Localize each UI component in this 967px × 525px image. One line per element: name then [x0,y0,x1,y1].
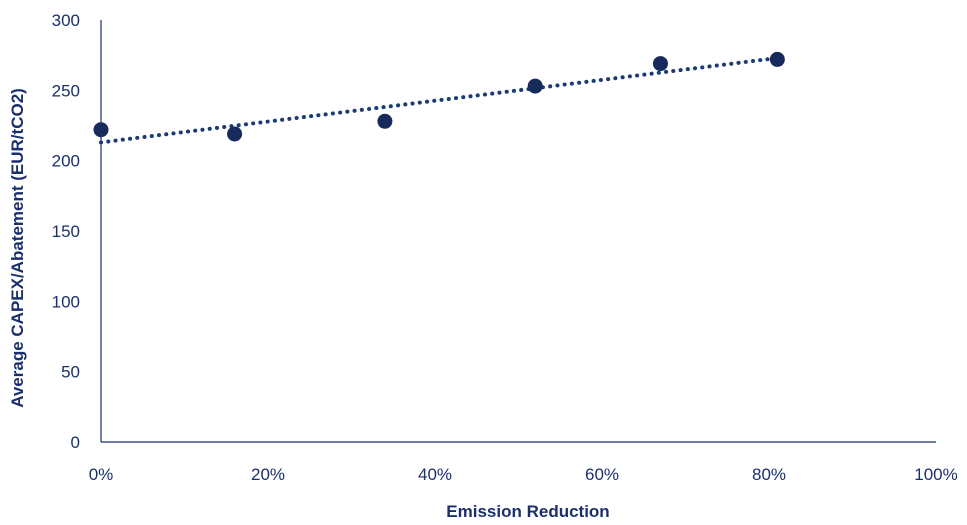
y-tick-label: 250 [52,81,80,100]
y-tick-label: 200 [52,152,80,171]
x-tick-labels: 0% 20% 40% 60% 80% 100% [89,465,958,484]
y-tick-labels: 0 50 100 150 200 250 300 [52,11,80,452]
data-point [93,122,109,138]
y-tick-label: 50 [61,363,80,382]
data-points [93,51,785,142]
x-tick-label: 20% [251,465,285,484]
data-point [377,113,393,129]
y-tick-label: 0 [71,433,80,452]
y-tick-label: 150 [52,222,80,241]
x-tick-label: 0% [89,465,114,484]
data-point [652,56,668,72]
trendline-path [99,55,780,145]
x-tick-label: 40% [418,465,452,484]
y-tick-label: 100 [52,292,80,311]
x-axis-title: Emission Reduction [446,502,609,521]
data-point [227,126,243,142]
x-tick-label: 80% [752,465,786,484]
axes [100,20,936,443]
y-axis-title: Average CAPEX/Abatement (EUR/tCO2) [8,88,27,408]
data-point [769,51,785,67]
x-tick-label: 60% [585,465,619,484]
trendline [99,55,780,145]
data-point [527,78,543,94]
x-tick-label: 100% [914,465,957,484]
y-tick-label: 300 [52,11,80,30]
